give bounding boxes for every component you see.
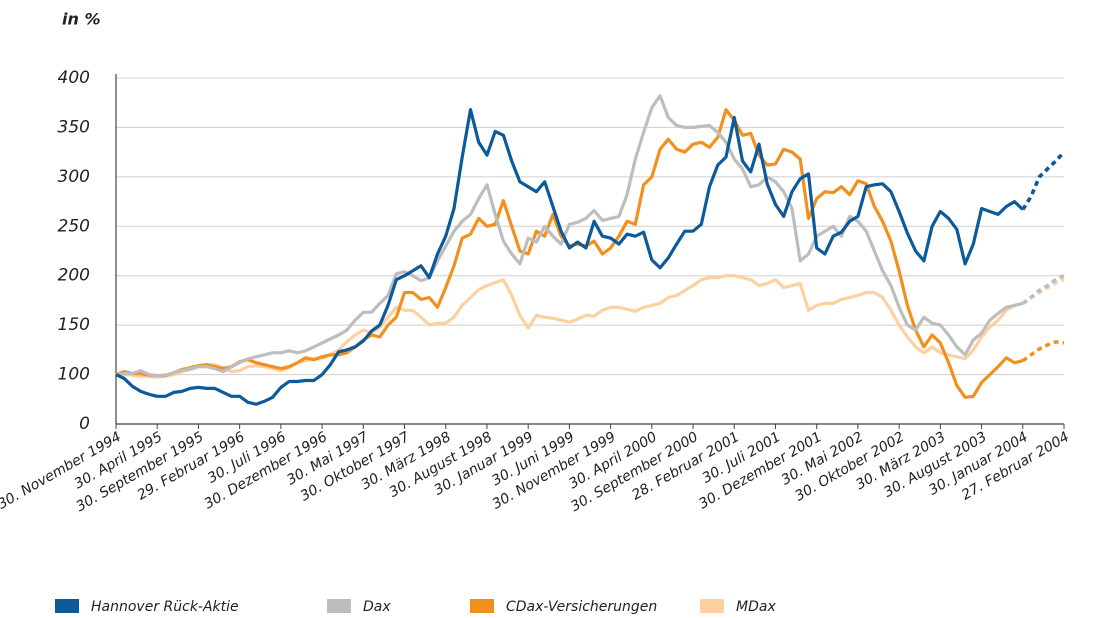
series-line — [115, 108, 1024, 399]
series-line — [116, 274, 1024, 379]
legend-label: CDax-Versicherungen — [506, 599, 657, 615]
y-tick-label: 0 — [79, 414, 90, 434]
y-tick-label: 150 — [58, 315, 90, 335]
series-line — [1021, 150, 1066, 211]
y-tick-label: 400 — [58, 68, 90, 88]
series-line — [1021, 278, 1065, 305]
series-line — [115, 108, 1024, 406]
legend-swatch — [55, 599, 79, 613]
legend-swatch — [327, 599, 351, 613]
y-tick-label: 100 — [58, 365, 90, 385]
legend-label: Dax — [363, 599, 391, 615]
series-line — [1021, 340, 1065, 363]
y-tick-label: 350 — [58, 117, 90, 137]
y-tick-label: 300 — [58, 167, 90, 187]
y-tick-label: 250 — [58, 216, 90, 236]
legend-label: Hannover Rück-Aktie — [91, 599, 239, 615]
series-line — [115, 94, 1024, 378]
series-line — [1021, 274, 1065, 305]
legend-swatch — [470, 599, 494, 613]
y-tick-label: 200 — [58, 266, 90, 286]
legend-label: MDax — [736, 599, 776, 615]
legend-swatch — [700, 599, 724, 613]
y-axis-label: in % — [62, 10, 100, 29]
